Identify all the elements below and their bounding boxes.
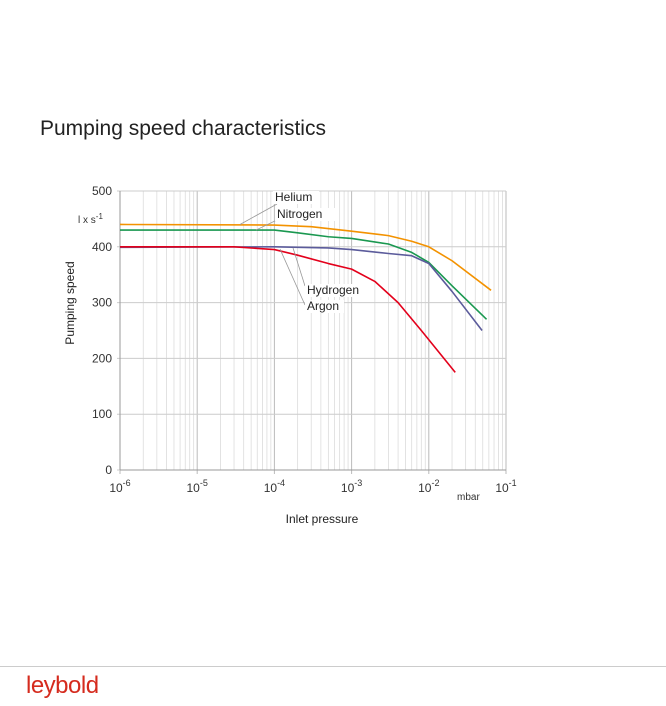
callout-bg (273, 191, 319, 204)
callout-line-hydrogen (292, 247, 306, 287)
series-line-argon (120, 246, 456, 373)
x-tick-label: 10-2 (418, 478, 439, 495)
callout-bg (305, 300, 344, 313)
y-tick-label: 0 (105, 463, 112, 477)
pumping-speed-chart: 10-6 10-5 10-4 10-3 10-2 10-1 0 100 200 300 400 500… (63, 184, 517, 526)
series-line-nitrogen (120, 229, 488, 320)
x-tick-label: 10-4 (264, 478, 285, 495)
y-tick-label: 200 (92, 351, 112, 365)
x-tick-label: 10-6 (109, 478, 130, 495)
legend-label-nitrogen: Nitrogen (277, 207, 322, 221)
callout-bg (275, 208, 335, 221)
callout-line-argon (279, 248, 306, 306)
x-unit-label: mbar (457, 492, 480, 503)
leybold-logo: leybold (26, 672, 99, 699)
series-line-hydrogen (119, 246, 483, 331)
legend-label-hydrogen: Hydrogen (307, 283, 359, 297)
x-tick-label: 10-5 (187, 478, 208, 495)
footer-divider (0, 666, 666, 667)
y-tick-label: 400 (92, 240, 112, 254)
y-tick-label: 300 (92, 296, 112, 310)
y-unit-label: l x s-1 (78, 212, 103, 226)
x-tick-label: 10-1 (495, 478, 516, 495)
legend-label-argon: Argon (307, 299, 339, 313)
callout-line-helium (239, 203, 278, 225)
y-tick-label: 500 (92, 184, 112, 198)
legend-label-helium: Helium (275, 190, 312, 204)
y-tick-label: 100 (92, 407, 112, 421)
x-axis-label: Inlet pressure (286, 512, 359, 526)
callout-bg (305, 284, 365, 297)
page-title: Pumping speed characteristics (40, 117, 326, 140)
series-line-helium (119, 223, 492, 291)
y-axis-label: Pumping speed (63, 261, 77, 344)
x-tick-label: 10-3 (341, 478, 362, 495)
